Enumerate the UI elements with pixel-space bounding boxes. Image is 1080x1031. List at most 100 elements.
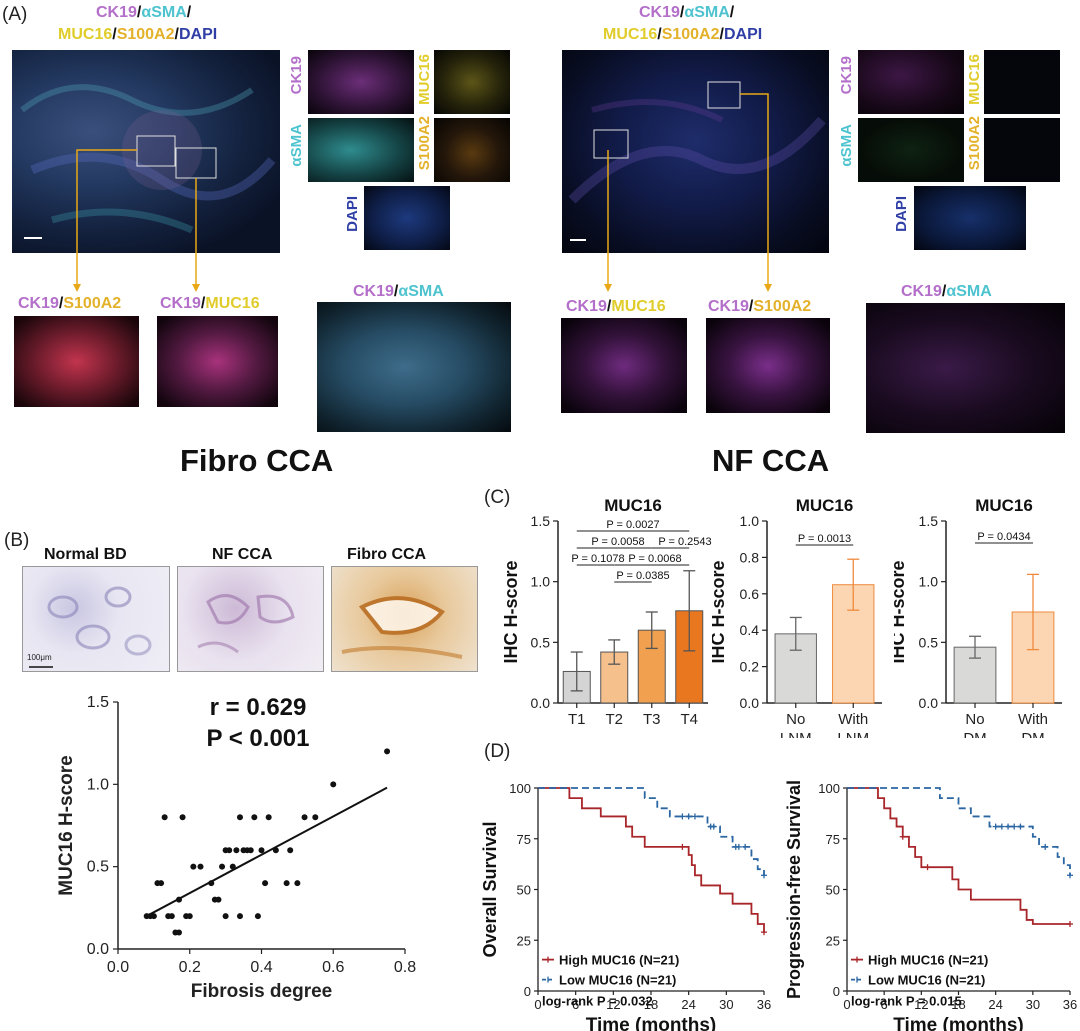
ihc-title-nf-cca: NF CCA: [212, 546, 273, 563]
data-point: [215, 896, 222, 903]
x-tick-label: 0: [534, 997, 541, 1012]
y-tick-label: 0.6: [740, 586, 760, 602]
x-tick-label: No: [786, 711, 805, 728]
y-axis-title: IHC H-score: [894, 560, 908, 663]
scatter-chart: 0.0 0.2 0.4 0.6 0.8 0.0 0.5 1.0 1.5 Fibrosis degr…: [56, 694, 416, 1002]
zoom-muc16: MUC16: [611, 298, 666, 315]
fibro-zoom1-title: CK19/S100A2: [18, 295, 121, 313]
km-chart-overall-survival: 0 6 12 18 24 30 36 0 25 50 75 100 Time (months) Overa…: [480, 781, 771, 1031]
x-tick-label: 12: [914, 997, 928, 1012]
panel-c-label: (C): [484, 487, 511, 508]
y-tick-label: 1.5: [87, 694, 109, 711]
x-tick-label: 0.8: [394, 959, 416, 976]
bar-chart-dm: MUC16 IHC H-score 0.0 0.5 1.0 1.5 No DM With DM P …: [894, 496, 1062, 738]
ihc-fibro-texture: [341, 596, 463, 659]
chart-title: MUC16: [796, 496, 854, 515]
fibro-overview-texture: [20, 84, 276, 239]
y-tick-label: 1.0: [531, 574, 551, 590]
nf-dapi-tile: [914, 186, 1026, 250]
title-s100a2: S100A2: [116, 26, 175, 43]
y-tick-label: 0.0: [919, 695, 939, 711]
fibro-zoom2-image: [157, 316, 278, 407]
title-sep: /: [729, 4, 735, 21]
x-tick-label: 12: [606, 997, 620, 1012]
nf-zoom1-title: CK19/MUC16: [566, 298, 666, 316]
correlation-r: r = 0.629: [210, 694, 307, 721]
x-tick-label: 0.4: [250, 959, 272, 976]
x-axis-title: Time (months): [893, 1015, 1024, 1031]
ihc-normal-texture: [29, 586, 152, 668]
x-tick-label: DM: [963, 730, 986, 738]
data-point: [208, 880, 215, 887]
x-tick-label: LNM: [837, 730, 869, 738]
title-sep: /: [112, 26, 117, 43]
p-value-label: P = 0.1078: [571, 553, 624, 565]
data-point: [294, 880, 301, 887]
zoom-asma: αSMA: [946, 283, 992, 300]
nf-s100a2-tile: [984, 118, 1060, 182]
x-tick-label: 0.6: [322, 959, 344, 976]
data-point: [229, 863, 236, 870]
x-tick-label: 0.0: [107, 959, 129, 976]
y-tick-label: 0.5: [87, 859, 109, 876]
x-tick-label: 36: [1063, 997, 1077, 1012]
y-tick-label: 0.5: [919, 634, 939, 650]
bar: [953, 646, 997, 704]
title-muc16: MUC16: [58, 26, 113, 43]
panel-a-label: (A): [2, 4, 28, 25]
y-tick-label: 100: [509, 781, 531, 796]
x-axis-title: Time (months): [586, 1015, 717, 1031]
x-tick-label: 24: [988, 997, 1002, 1012]
x-tick-label: 30: [719, 997, 733, 1012]
y-axis-title: IHC H-score: [501, 560, 521, 663]
chart-title: MUC16: [604, 496, 662, 515]
zoom-sep: /: [200, 295, 206, 312]
legend-label: Low MUC16 (N=21): [868, 973, 985, 988]
p-value-label: P = 0.0434: [977, 531, 1030, 543]
p-value-label: P = 0.0027: [606, 519, 659, 531]
x-tick-label: T2: [605, 711, 623, 728]
ihc-title-fibro-cca: Fibro CCA: [347, 546, 427, 563]
data-point: [222, 913, 229, 920]
p-value-label: P = 0.0013: [798, 533, 851, 545]
data-point: [233, 847, 240, 854]
x-tick-label: DM: [1021, 730, 1044, 738]
x-tick-label: LNM: [780, 730, 812, 738]
nf-main-title-line1: CK19/αSMA/: [639, 4, 734, 22]
panel-d-label: (D): [484, 741, 511, 762]
nf-ch-label-asma: αSMA: [838, 124, 855, 167]
nf-ch-label-s100a2: S100A2: [966, 116, 983, 171]
x-tick-label: 6: [881, 997, 888, 1012]
data-point: [330, 781, 337, 788]
data-point: [161, 814, 168, 821]
title-asma: αSMA: [684, 4, 730, 21]
bar-chart-lnm: MUC16 IHC H-score 0.0 0.2 0.4 0.6 0.8 1.0 No LNM W…: [712, 496, 882, 738]
nf-ck19-tile: [858, 50, 964, 114]
y-tick-label: 1.0: [87, 776, 109, 793]
zoom-sep: /: [748, 298, 754, 315]
y-tick-label: 0.5: [531, 634, 551, 650]
title-sep: /: [136, 4, 142, 21]
ihc-nf-cca-image: [177, 566, 324, 672]
nf-cca-caption: NF CCA: [712, 443, 830, 478]
x-tick-label: T4: [680, 711, 698, 728]
nf-zoom2-title: CK19/S100A2: [708, 298, 811, 316]
x-tick-label: 24: [681, 997, 695, 1012]
data-point: [301, 814, 308, 821]
data-point: [251, 814, 258, 821]
y-tick-label: 1.5: [531, 513, 551, 529]
x-axis-title: Fibrosis degree: [191, 981, 333, 1002]
y-axis-title: Progression-free Survival: [784, 780, 804, 999]
data-point: [287, 847, 294, 854]
x-tick-label: 36: [757, 997, 771, 1012]
zoom-s100a2: S100A2: [63, 295, 122, 312]
zoom-sep: /: [606, 298, 612, 315]
fibro-dapi-tile: [364, 186, 450, 250]
ihc-title-normal-bd: Normal BD: [44, 546, 127, 563]
data-point: [258, 847, 265, 854]
title-s100a2: S100A2: [661, 26, 720, 43]
zoom-asma: αSMA: [398, 283, 444, 300]
nf-zoom3-title: CK19/αSMA: [901, 283, 992, 301]
x-tick-label: 18: [644, 997, 658, 1012]
data-point: [226, 847, 233, 854]
